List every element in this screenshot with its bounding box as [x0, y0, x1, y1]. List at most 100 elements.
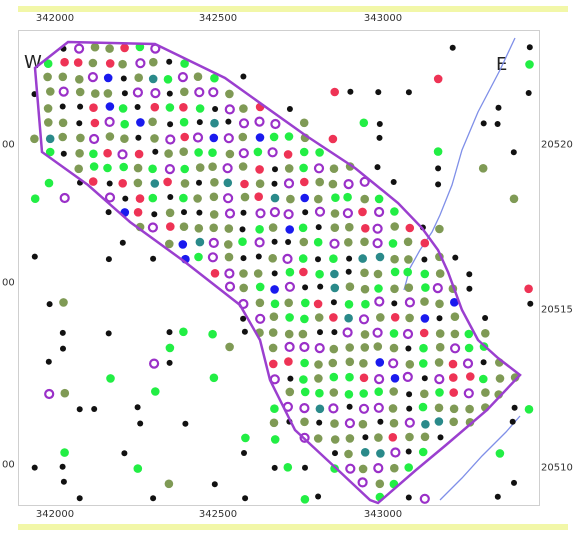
sample-point [421, 256, 428, 263]
sample-point [313, 163, 325, 174]
sample-point [255, 253, 262, 260]
sample-point [494, 493, 501, 500]
sample-point [315, 493, 322, 500]
sample-point [300, 177, 309, 187]
sample-point [285, 225, 295, 234]
sample-point [285, 387, 295, 397]
sample-point [182, 420, 189, 427]
sample-point [210, 178, 219, 187]
sample-point [329, 344, 339, 354]
sample-point [286, 194, 295, 204]
sample-point [238, 148, 249, 159]
sample-point [150, 179, 160, 188]
sample-point [434, 358, 444, 367]
sample-point [89, 162, 99, 171]
sample-point [59, 329, 66, 336]
sample-point [59, 192, 70, 204]
sample-point [435, 388, 444, 397]
sample-point [196, 119, 203, 126]
sample-point [345, 343, 355, 352]
sample-point [361, 299, 370, 309]
sample-point [208, 329, 217, 339]
sample-point [480, 359, 487, 366]
sample-point [31, 464, 38, 471]
sample-point [104, 116, 115, 128]
sample-point [374, 433, 383, 442]
sample-point [372, 238, 383, 249]
sample-point [346, 403, 353, 410]
sample-point [225, 118, 232, 125]
sample-point [360, 343, 370, 352]
sample-point [240, 192, 250, 202]
y-tick-label-left: 00 [2, 139, 15, 151]
sample-point [406, 391, 413, 398]
y-tick-label-left: 00 [2, 277, 15, 289]
sample-point [300, 314, 309, 324]
sample-point [195, 237, 205, 247]
sample-point [103, 89, 113, 98]
top-band [18, 6, 568, 12]
sample-point [405, 313, 414, 323]
sample-point [43, 104, 53, 113]
sample-point [224, 252, 234, 262]
sample-point [315, 388, 324, 398]
bottom-band [18, 524, 568, 530]
sample-point [287, 375, 294, 382]
sample-point [361, 224, 370, 233]
sample-point [345, 434, 355, 443]
sample-point [343, 192, 352, 202]
sample-point [314, 360, 323, 369]
sample-point [524, 405, 534, 414]
sample-point [210, 118, 219, 128]
sample-point [315, 177, 325, 187]
sample-point [391, 300, 398, 307]
sample-point [268, 328, 278, 337]
sample-point [464, 343, 474, 353]
sample-point [150, 102, 160, 112]
sample-point [150, 255, 157, 262]
sample-point [360, 268, 369, 278]
sample-point [359, 176, 370, 187]
sample-point [73, 43, 85, 54]
sample-point [511, 479, 517, 486]
y-tick-label-right: 20510 [541, 462, 573, 474]
sample-point [420, 269, 430, 279]
sample-point [163, 75, 173, 84]
sample-point [299, 147, 309, 157]
sample-point [268, 253, 278, 263]
sample-point [402, 328, 414, 340]
sample-point [122, 195, 129, 202]
sample-point [376, 313, 385, 322]
sample-point [362, 434, 369, 441]
sample-point [450, 343, 461, 354]
sample-point [149, 57, 158, 67]
sample-point [402, 371, 413, 382]
sample-point [135, 58, 146, 69]
sample-point [283, 463, 293, 472]
sample-point [298, 329, 308, 339]
sample-point [331, 193, 340, 202]
sample-point [300, 358, 309, 368]
sample-point [419, 328, 429, 338]
sample-point [58, 86, 69, 97]
sample-point [330, 299, 337, 306]
sample-point [209, 373, 219, 383]
sample-point [358, 314, 370, 325]
sample-point [329, 254, 338, 263]
sample-point [360, 237, 369, 247]
sample-point [495, 104, 502, 111]
sample-point [284, 329, 294, 339]
sample-point [283, 150, 293, 159]
sample-point [134, 404, 141, 411]
sample-point [434, 417, 444, 426]
sample-point [178, 240, 188, 249]
sample-point [299, 118, 309, 128]
sample-point [75, 149, 84, 158]
sample-point [283, 178, 295, 189]
sample-point [315, 148, 324, 157]
sample-point [105, 209, 112, 216]
sample-point [465, 418, 475, 427]
sample-point [435, 269, 445, 278]
sample-point [372, 327, 383, 338]
sample-point [314, 374, 323, 383]
